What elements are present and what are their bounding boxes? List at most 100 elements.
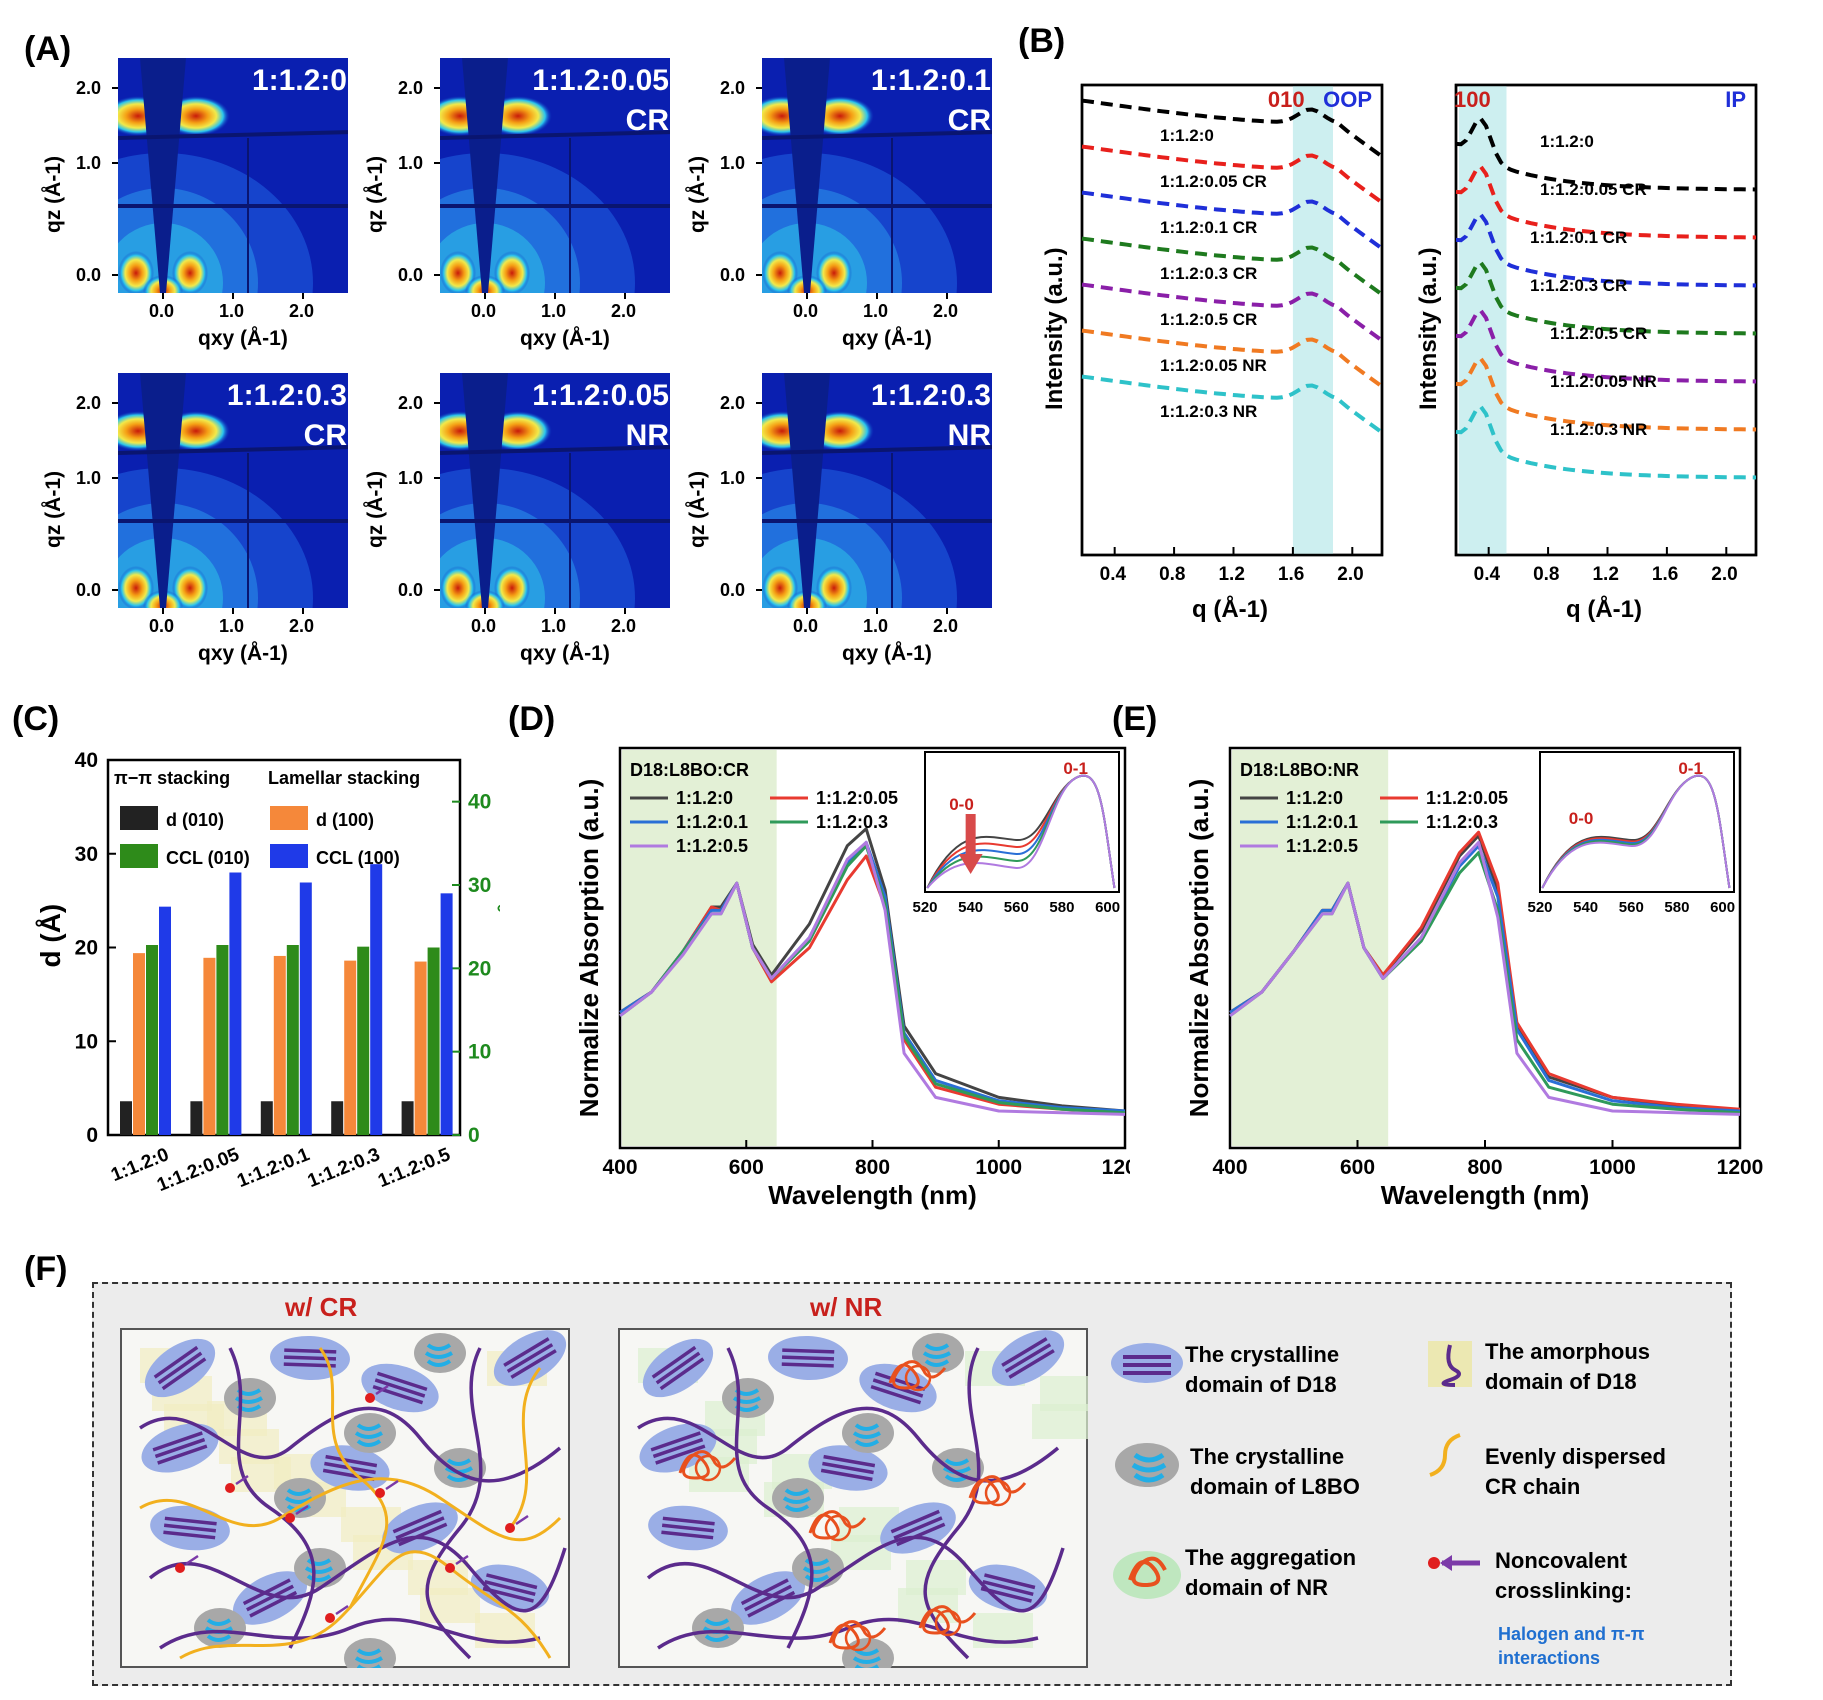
legend-label: 1:1.2:0.1: [1286, 812, 1358, 832]
nr-aggregate: [968, 1475, 1027, 1505]
d18-stack: [781, 1355, 835, 1361]
amorphous-d18-icon: [1428, 1341, 1472, 1387]
x-axis-label: qxy (Å-1): [520, 641, 610, 665]
map-content: [118, 58, 353, 293]
giwaxs-map: 2.0 1.0 0.0 0.0 1.0 2.0 qxy (Å-1) qz (Å-1) 1:1.2…: [330, 48, 675, 368]
d18-stack: [744, 1584, 792, 1612]
sample-tag: 1:1.2:0.1: [871, 64, 991, 97]
crystalline-d18-domain: [150, 1505, 230, 1551]
inset-tick-label: 540: [958, 899, 983, 916]
cr-chain: [318, 1347, 389, 1609]
line-profiles: 0.4 0.8 1.2 1.6 2.0 q (Å-1) Intensity (a.u.) 01…: [1041, 83, 1758, 623]
crystalline-d18-domain: [493, 1330, 567, 1386]
absorption-line: [619, 840, 1126, 1116]
sample-tag: NR: [626, 419, 670, 452]
bar: [357, 946, 370, 1135]
x-tick-label: 1.6: [1278, 564, 1304, 585]
absorption-chart-nr: 400 600 800 1000 1200 Wavelength (nm) Normaliz…: [1184, 746, 1763, 1210]
crosslink-arrow: [235, 1474, 249, 1486]
d18-stack: [510, 1349, 557, 1379]
oop-profile-line: [1081, 374, 1384, 435]
oop-profile-line: [1081, 282, 1384, 343]
crosslink-arrow: [375, 1384, 389, 1396]
x-tick-label: 2.0: [933, 616, 958, 636]
interaction-note: Halogen and π-π interactions: [1498, 1624, 1645, 1668]
d18-stack: [984, 1573, 1036, 1590]
d18-stack: [662, 1516, 715, 1526]
legend-title: Lamellar stacking: [268, 768, 420, 788]
x-tick-label: 0.4: [1100, 564, 1127, 585]
crystalline-d18-domain: [141, 1423, 219, 1473]
domain-ellipse: [414, 1333, 466, 1373]
x-tick-label: 1.2: [1218, 564, 1244, 585]
legend-label: d (100): [316, 810, 374, 830]
d18-stack: [283, 1362, 336, 1368]
absorption-chart-cr: 400 600 800 1000 1200 Wavelength (nm) Normaliz…: [574, 746, 1130, 1210]
domain-ellipse: [274, 1478, 326, 1518]
d18-stack: [154, 1437, 206, 1459]
bar: [216, 945, 229, 1135]
plot-frame-border: [1080, 83, 1384, 557]
domain-ellipse: [912, 1333, 964, 1373]
bar: [414, 961, 427, 1135]
pi-stacking-peak: [118, 566, 154, 608]
crystalline-l8bo-domain: [692, 1608, 744, 1648]
ip-profile-line: [1455, 260, 1757, 336]
y2-tick-label: 40: [468, 791, 491, 814]
series-label: 1:1.2:0.05 CR: [1540, 180, 1647, 199]
noncovalent-link-icon: [1428, 1555, 1480, 1571]
d18-stack: [781, 1362, 834, 1368]
d18-stack: [650, 1431, 701, 1452]
d18-stack: [823, 1454, 876, 1468]
d18-stack: [395, 1516, 445, 1540]
y-tick-label: 10: [75, 1030, 98, 1053]
y-tick-label: 2.0: [76, 78, 101, 98]
legend-aggregation-nr: The aggregation domain of NR: [1185, 1545, 1357, 1600]
x-tick-label: 0.0: [793, 616, 818, 636]
crosslink-point: [175, 1563, 185, 1573]
inset-peak-label: 0-1: [1678, 759, 1703, 778]
cr-chain: [508, 1367, 542, 1529]
oop-profile-line: [1081, 144, 1384, 205]
x-tick-label: 2.0: [289, 301, 314, 321]
series-label: 1:1.2:0.1 CR: [1530, 228, 1627, 247]
l8bo-arcs: [424, 1343, 453, 1367]
ip-profile-line: [1455, 308, 1757, 384]
oop-profile-line: [1081, 328, 1384, 389]
legend-label: 1:1.2:0.1: [676, 812, 748, 832]
d18-chain: [646, 1535, 1065, 1613]
y-tick-label: 40: [75, 749, 98, 772]
series-label: 1:1.2:0.3 NR: [1160, 402, 1257, 421]
map-content: [440, 58, 675, 293]
x-tick-label: 800: [855, 1156, 890, 1179]
d18-stack: [893, 1516, 943, 1540]
y-tick-label: 0.0: [720, 265, 745, 285]
category-label: 1:1.2:0.1: [234, 1144, 313, 1192]
nr-aggregate: [678, 1450, 737, 1480]
y2-tick-label: 0: [468, 1124, 480, 1147]
pi-stacking-peak: [118, 251, 154, 293]
y-tick-label: 0.0: [76, 580, 101, 600]
crystalline-l8bo-domain: [912, 1333, 964, 1373]
crosslink-arrow: [185, 1554, 199, 1566]
d18-stack: [890, 1509, 940, 1534]
d18-stack: [1001, 1337, 1048, 1367]
crystalline-l8bo-domain: [194, 1608, 246, 1648]
crystalline-d18-domain: [642, 1338, 714, 1398]
bar: [331, 1101, 344, 1135]
crosslink-arrow: [385, 1479, 399, 1491]
d18-stack: [153, 1345, 199, 1379]
nr-title: w/ NR: [810, 1292, 883, 1322]
detector-gap: [118, 130, 353, 140]
panel-label-c: (C): [12, 700, 60, 738]
direction-tag: OOP: [1323, 87, 1372, 112]
y-axis-label: Intensity (a.u.): [1415, 247, 1442, 410]
x-tick-label: 0.4: [1474, 564, 1501, 585]
series-label: 1:1.2:0.3 NR: [1550, 420, 1647, 439]
sample-tag: 1:1.2:0.3: [227, 379, 347, 412]
detector-gap: [440, 445, 675, 455]
nr-aggregate: [918, 1605, 977, 1635]
legend-swatch: [120, 806, 158, 830]
